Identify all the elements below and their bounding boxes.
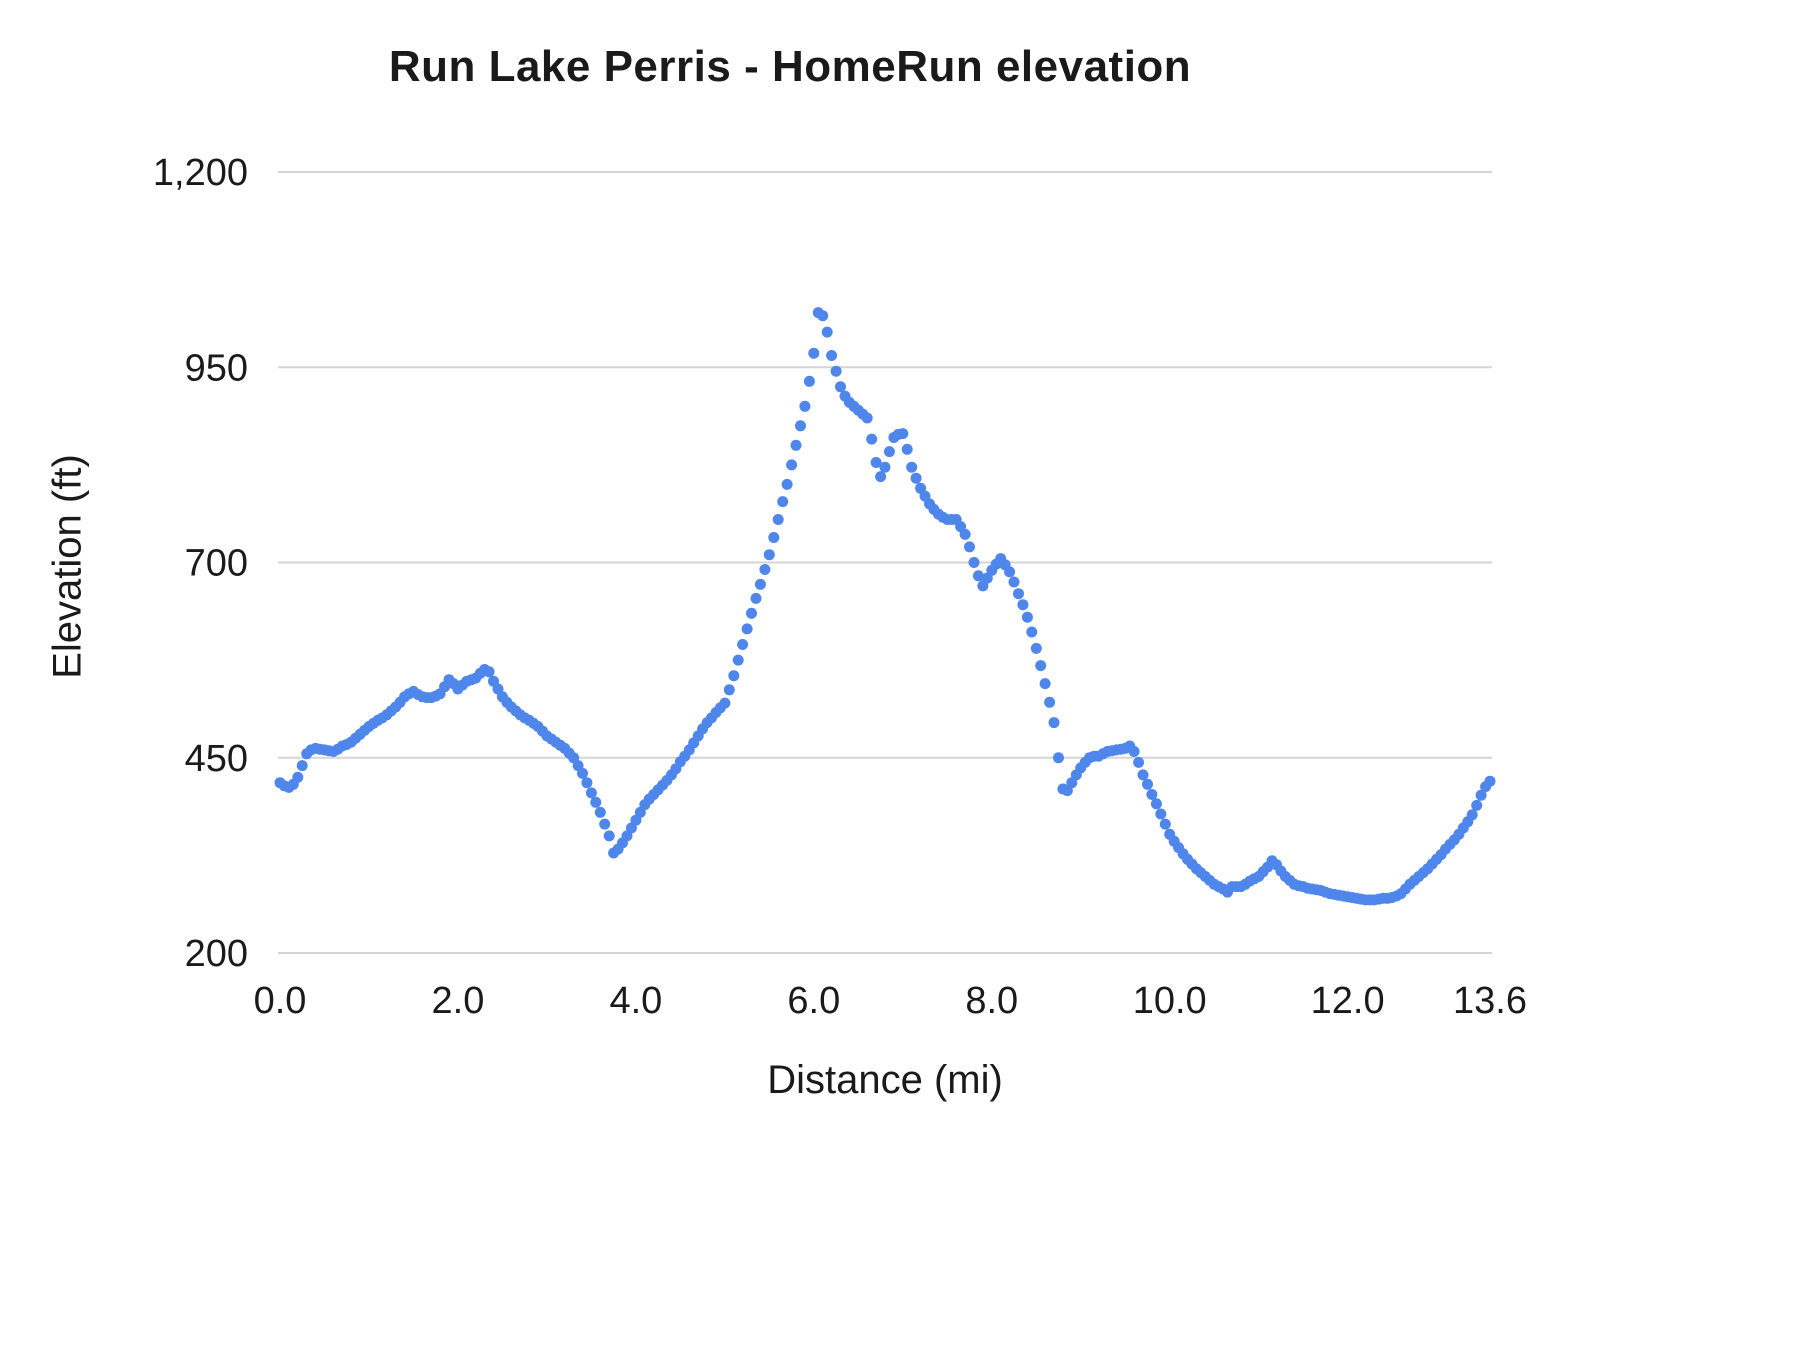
data-point <box>906 461 918 473</box>
data-point <box>781 478 793 490</box>
data-point <box>795 420 806 432</box>
data-point <box>719 697 731 709</box>
data-point <box>1484 775 1496 787</box>
data-point <box>1155 808 1167 820</box>
data-point <box>1026 626 1038 638</box>
data-point <box>1035 660 1047 672</box>
x-tick-label: 12.0 <box>1311 980 1385 1022</box>
data-point <box>799 400 811 412</box>
data-point <box>861 412 873 424</box>
data-point <box>732 654 744 666</box>
data-point <box>1471 799 1483 811</box>
data-point <box>1150 798 1162 810</box>
x-tick-label: 2.0 <box>432 980 485 1022</box>
data-point <box>599 818 611 830</box>
x-tick-label: 6.0 <box>787 980 840 1022</box>
data-point <box>585 787 597 799</box>
data-point <box>1053 752 1064 764</box>
data-point <box>292 771 304 783</box>
data-point <box>1137 769 1149 781</box>
data-point <box>746 607 757 619</box>
x-tick-label: 0.0 <box>254 980 307 1022</box>
data-point <box>1044 696 1056 708</box>
data-point <box>1142 778 1153 790</box>
data-point <box>741 623 753 635</box>
data-point <box>817 310 829 322</box>
data-point <box>750 592 762 604</box>
data-point <box>581 777 593 789</box>
data-point <box>830 365 842 377</box>
data-point <box>1039 678 1051 690</box>
data-point <box>901 443 913 455</box>
data-point <box>879 461 891 473</box>
data-point <box>1008 576 1020 588</box>
data-point <box>768 532 780 543</box>
data-point <box>763 549 775 561</box>
data-point <box>870 457 882 468</box>
data-point <box>1017 599 1029 611</box>
data-point <box>866 433 878 445</box>
data-point <box>1004 566 1016 578</box>
data-point <box>968 557 980 568</box>
data-point <box>777 496 789 508</box>
x-tick-label: 4.0 <box>609 980 662 1022</box>
data-point <box>603 830 615 842</box>
data-point <box>972 570 984 582</box>
data-point <box>964 541 975 553</box>
data-point <box>754 578 766 590</box>
data-point <box>826 350 838 361</box>
data-point <box>728 670 740 682</box>
x-axis-title: Distance (mi) <box>767 1058 1003 1102</box>
data-point <box>1475 789 1487 801</box>
data-point <box>759 564 771 575</box>
y-tick-label: 700 <box>185 543 248 585</box>
data-point <box>577 767 588 779</box>
data-point <box>1128 746 1140 757</box>
y-tick-label: 1,200 <box>153 152 248 194</box>
data-point <box>737 639 749 650</box>
data-point <box>594 806 606 818</box>
data-point <box>1133 756 1145 768</box>
data-point <box>897 428 909 440</box>
data-point <box>790 439 802 451</box>
data-point <box>910 472 922 484</box>
data-point <box>296 760 308 772</box>
data-point <box>821 326 833 338</box>
data-point <box>808 347 820 359</box>
y-tick-label: 950 <box>185 347 248 389</box>
data-point <box>1013 588 1024 600</box>
x-tick-label: 13.6 <box>1453 980 1527 1022</box>
data-point <box>875 471 887 483</box>
chart-title: Run Lake Perris - HomeRun elevation <box>388 42 1192 91</box>
data-point <box>1159 818 1171 830</box>
data-point <box>803 375 815 387</box>
data-point <box>1146 789 1158 800</box>
y-tick-label: 450 <box>185 738 248 780</box>
data-point <box>723 684 735 696</box>
data-point <box>959 528 971 540</box>
y-tick-label: 200 <box>185 933 248 975</box>
data-point <box>1048 717 1060 729</box>
data-point <box>772 514 784 525</box>
data-point <box>835 381 846 393</box>
data-point <box>1021 611 1033 623</box>
data-point <box>1466 809 1478 821</box>
data-point <box>883 446 895 458</box>
data-point <box>1030 642 1042 654</box>
x-tick-label: 8.0 <box>965 980 1018 1022</box>
data-point <box>590 796 602 808</box>
x-tick-label: 10.0 <box>1133 980 1207 1022</box>
data-point <box>786 459 798 471</box>
data-point <box>483 666 495 678</box>
